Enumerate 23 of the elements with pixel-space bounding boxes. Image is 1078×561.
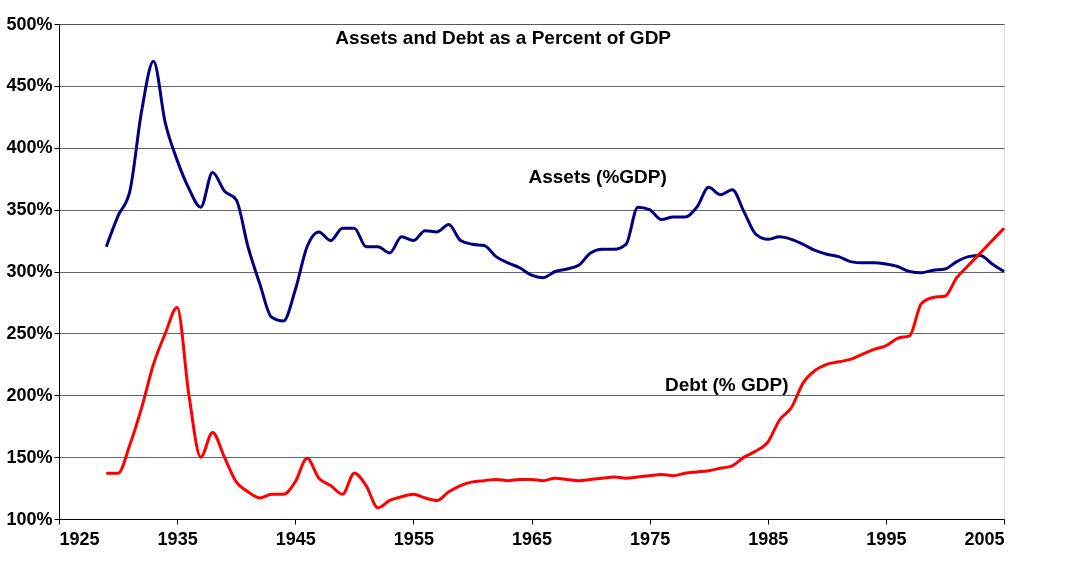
x-tick-label: 1985: [748, 528, 789, 549]
x-tick-label: 1975: [630, 528, 671, 549]
y-tick-label: 350%: [6, 199, 53, 220]
y-tick-label: 400%: [6, 137, 53, 158]
x-tick-label: 2005: [964, 528, 1005, 549]
x-tick-label: 1955: [393, 528, 434, 549]
line-series: [104, 59, 1006, 323]
y-tick-label: 300%: [6, 261, 53, 281]
chart-title: Assets and Debt as a Percent of GDP: [335, 27, 672, 48]
x-tick-label: 1965: [511, 528, 553, 549]
y-tick-label: 200%: [6, 384, 53, 405]
y-tick-label: 250%: [6, 322, 53, 343]
y-tick-label: 450%: [6, 75, 53, 96]
x-tick-label: 1925: [59, 528, 100, 549]
series-label: Assets (%GDP): [528, 166, 667, 188]
x-tick-label: 1935: [157, 528, 198, 549]
line-series: [104, 226, 1006, 510]
series-label: Debt (% GDP): [665, 374, 789, 396]
x-tick-label: 1945: [275, 528, 316, 549]
y-tick-label: 150%: [6, 446, 53, 467]
x-tick-label: 1995: [866, 528, 907, 549]
y-tick-label: 500%: [6, 13, 53, 34]
y-tick-label: 100%: [6, 508, 53, 529]
